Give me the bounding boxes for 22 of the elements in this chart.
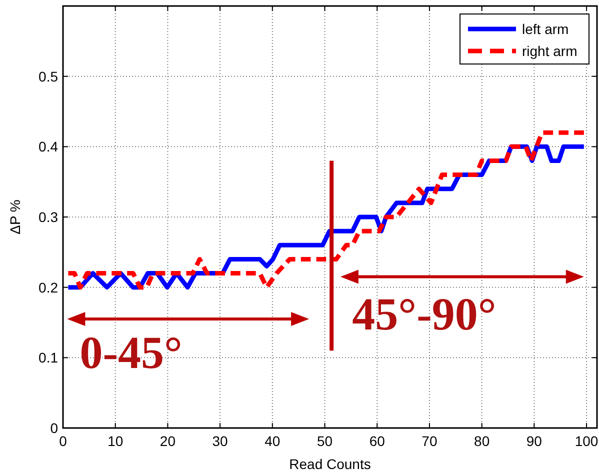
x-tick-label: 70: [422, 433, 438, 449]
x-tick-label: 90: [526, 433, 542, 449]
y-tick-label: 0.2: [38, 279, 58, 296]
x-tick-label: 40: [264, 433, 280, 449]
y-tick-label: 0.3: [38, 209, 58, 225]
legend-label: right arm: [522, 43, 578, 59]
y-axis-title: ΔP %: [7, 200, 23, 234]
x-tick-label: 50: [316, 433, 333, 449]
x-tick-label: 60: [369, 433, 386, 449]
annotation: 0-45°: [80, 327, 182, 378]
x-tick-label: 30: [212, 433, 228, 449]
annotation: 45°-90°: [352, 288, 496, 340]
x-tick-label: 100: [574, 433, 598, 449]
y-tick-label: 0: [50, 420, 58, 436]
x-axis-title: Read Counts: [289, 456, 371, 472]
y-tick-label: 0.5: [38, 68, 58, 84]
x-tick-label: 10: [108, 433, 124, 449]
x-tick-label: 20: [160, 433, 176, 449]
y-tick-label: 0.1: [38, 350, 58, 366]
x-tick-label: 80: [474, 433, 490, 449]
y-tick-label: 0.4: [38, 138, 58, 155]
legend-label: left arm: [522, 21, 569, 37]
